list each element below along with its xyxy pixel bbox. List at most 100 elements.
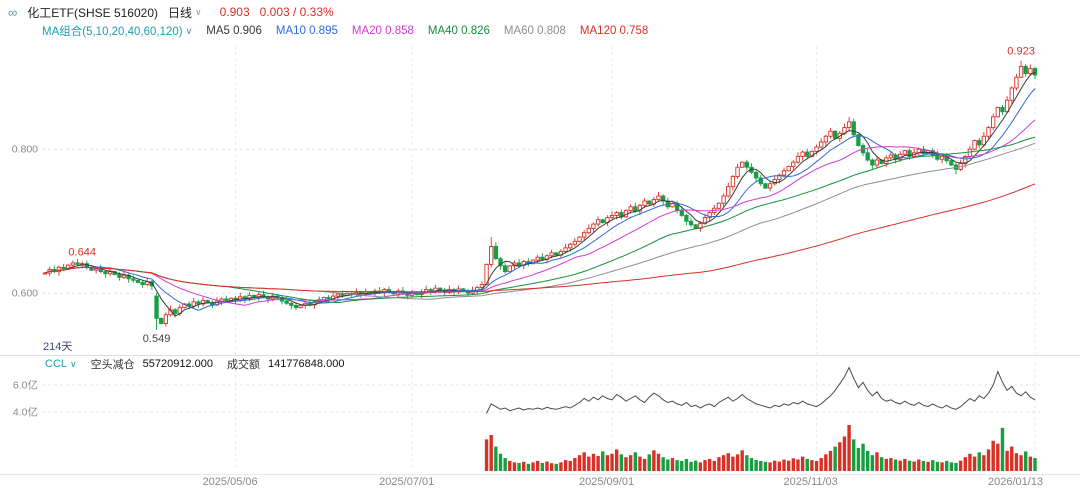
candle	[958, 159, 963, 172]
indicator-panel: 6.0亿 4.0亿 CCL ∨ 空头减仓 55720912.000 成交额 141…	[0, 355, 1080, 475]
ma-combo-label: MA组合(5,10,20,40,60,120)	[42, 26, 183, 38]
candle	[772, 175, 777, 186]
candle	[753, 170, 759, 183]
candle-body	[753, 171, 759, 179]
candle-body	[307, 302, 313, 306]
candle-body	[609, 214, 615, 219]
candle	[870, 158, 875, 170]
candle	[493, 242, 498, 261]
price-annotation: 0.549	[143, 333, 171, 345]
volume-bar	[1033, 458, 1037, 471]
volume-bar	[884, 458, 888, 471]
candle-body	[335, 293, 340, 297]
volume-bar	[796, 459, 800, 471]
volume-bar	[903, 458, 907, 471]
indicator-header: CCL ∨ 空头减仓 55720912.000 成交额 141776848.00…	[45, 356, 344, 372]
candle	[949, 159, 954, 166]
volume-bar	[568, 460, 572, 471]
price-annotation: 0.644	[68, 247, 96, 259]
volume-bar	[805, 458, 809, 471]
ma-combo-selector[interactable]: MA组合(5,10,20,40,60,120) ∨	[42, 23, 192, 39]
candle-body	[154, 295, 159, 319]
candle	[586, 224, 591, 235]
candle	[651, 197, 657, 208]
volume-bar	[1024, 451, 1028, 471]
volume-bar	[777, 461, 782, 471]
volume-bar	[958, 460, 963, 471]
volume-bar	[675, 460, 679, 471]
volume-bar	[577, 455, 582, 471]
volume-bar	[893, 459, 898, 471]
volume-bar	[1005, 450, 1009, 471]
candle-body	[707, 212, 712, 219]
volume-bar	[786, 460, 791, 471]
candle-body	[93, 268, 99, 271]
volume-bar	[545, 461, 549, 471]
candle-body	[159, 317, 164, 324]
ma-value-ma20: MA20 0.858	[351, 25, 414, 37]
candle-body	[693, 224, 698, 229]
ma-value-ma40: MA40 0.826	[427, 25, 490, 37]
volume-bar	[954, 462, 958, 471]
candle	[874, 156, 880, 168]
volume-bar	[726, 453, 730, 471]
volume-bar	[745, 455, 749, 471]
volume-bar	[740, 450, 744, 471]
volume-bar	[898, 460, 902, 471]
volume-bar	[921, 460, 926, 471]
candle	[498, 256, 503, 270]
candle	[159, 317, 164, 325]
volume-bar	[1010, 446, 1014, 471]
candle-body	[907, 150, 912, 157]
candle-body	[479, 284, 485, 288]
candle	[121, 271, 127, 280]
candle-body	[340, 293, 345, 296]
candle	[828, 127, 833, 139]
volume-bar	[535, 460, 540, 471]
candle-body	[321, 297, 327, 301]
indicator-chart[interactable]: 6.0亿 4.0亿	[0, 355, 1080, 475]
candle	[326, 295, 331, 303]
candle-body	[493, 245, 498, 260]
candle-body	[791, 161, 796, 167]
candle	[196, 300, 201, 309]
volume-bar	[824, 454, 828, 471]
volume-bar	[791, 458, 796, 471]
candle-body	[614, 212, 619, 216]
candle-body	[721, 195, 726, 204]
chevron-down-icon: ∨	[70, 358, 77, 369]
volume-bar	[694, 460, 698, 471]
candle-body	[247, 294, 252, 300]
candle-body	[582, 232, 587, 238]
x-axis: 2025/05/06 2025/07/01 2025/09/01 2025/11/03…	[0, 475, 1080, 490]
candle-body	[293, 304, 299, 309]
volume-bar	[852, 439, 856, 471]
volume-bar	[828, 450, 833, 471]
candle	[210, 300, 215, 308]
volume-bar	[638, 456, 642, 471]
candle-body	[1023, 65, 1028, 75]
volume-bar	[917, 459, 921, 471]
candle-body	[991, 116, 996, 129]
main-price-chart[interactable]: 0.800 0.600 0.644 0.549 0.923 214天	[0, 40, 1080, 355]
candle-body	[1032, 68, 1038, 76]
candle	[800, 150, 805, 161]
candle	[749, 163, 754, 174]
candle-body	[563, 247, 568, 252]
candle-body	[777, 174, 782, 180]
indicator-selector[interactable]: CCL ∨	[45, 358, 77, 370]
candle	[135, 279, 141, 284]
candle-body	[744, 161, 749, 168]
candle-body	[633, 206, 638, 212]
candle-body	[535, 256, 540, 261]
candle-body	[819, 141, 824, 148]
short-reduction-label: 空头减仓	[90, 359, 135, 371]
volume-bar	[619, 454, 624, 471]
period-selector[interactable]: 日线 ∨	[168, 4, 202, 21]
candle-body	[1000, 106, 1005, 113]
candle	[1009, 86, 1014, 105]
price-change: 0.003 / 0.33%	[259, 5, 334, 19]
candle-body	[688, 220, 694, 226]
candle-body	[763, 183, 768, 189]
candle	[502, 262, 508, 275]
